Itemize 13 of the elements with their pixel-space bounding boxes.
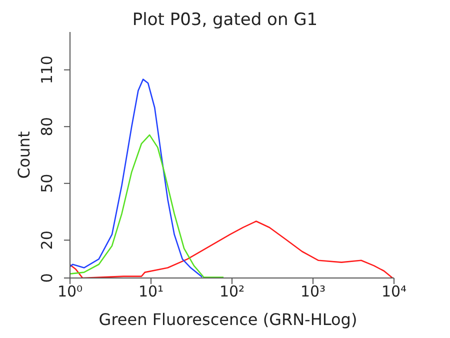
y-tick-label: 80 [38, 117, 56, 136]
x-tick-label: 10³ [300, 282, 326, 301]
x-tick-label: 10² [219, 282, 245, 301]
x-axis-title: Green Fluorescence (GRN-HLog) [98, 310, 358, 329]
y-tick-label: 50 [38, 174, 56, 193]
y-axis-title: Count [14, 131, 34, 179]
y-tick-label: 20 [38, 230, 56, 250]
x-tick-label: 10⁴ [381, 282, 407, 301]
x-tick-label: 10⁰ [57, 282, 83, 301]
x-tick-label: 10¹ [138, 282, 164, 301]
chart-title: Plot P03, gated on G1 [131, 10, 319, 30]
y-tick-label: 0 [38, 273, 56, 283]
y-tick-label: 110 [38, 56, 56, 84]
